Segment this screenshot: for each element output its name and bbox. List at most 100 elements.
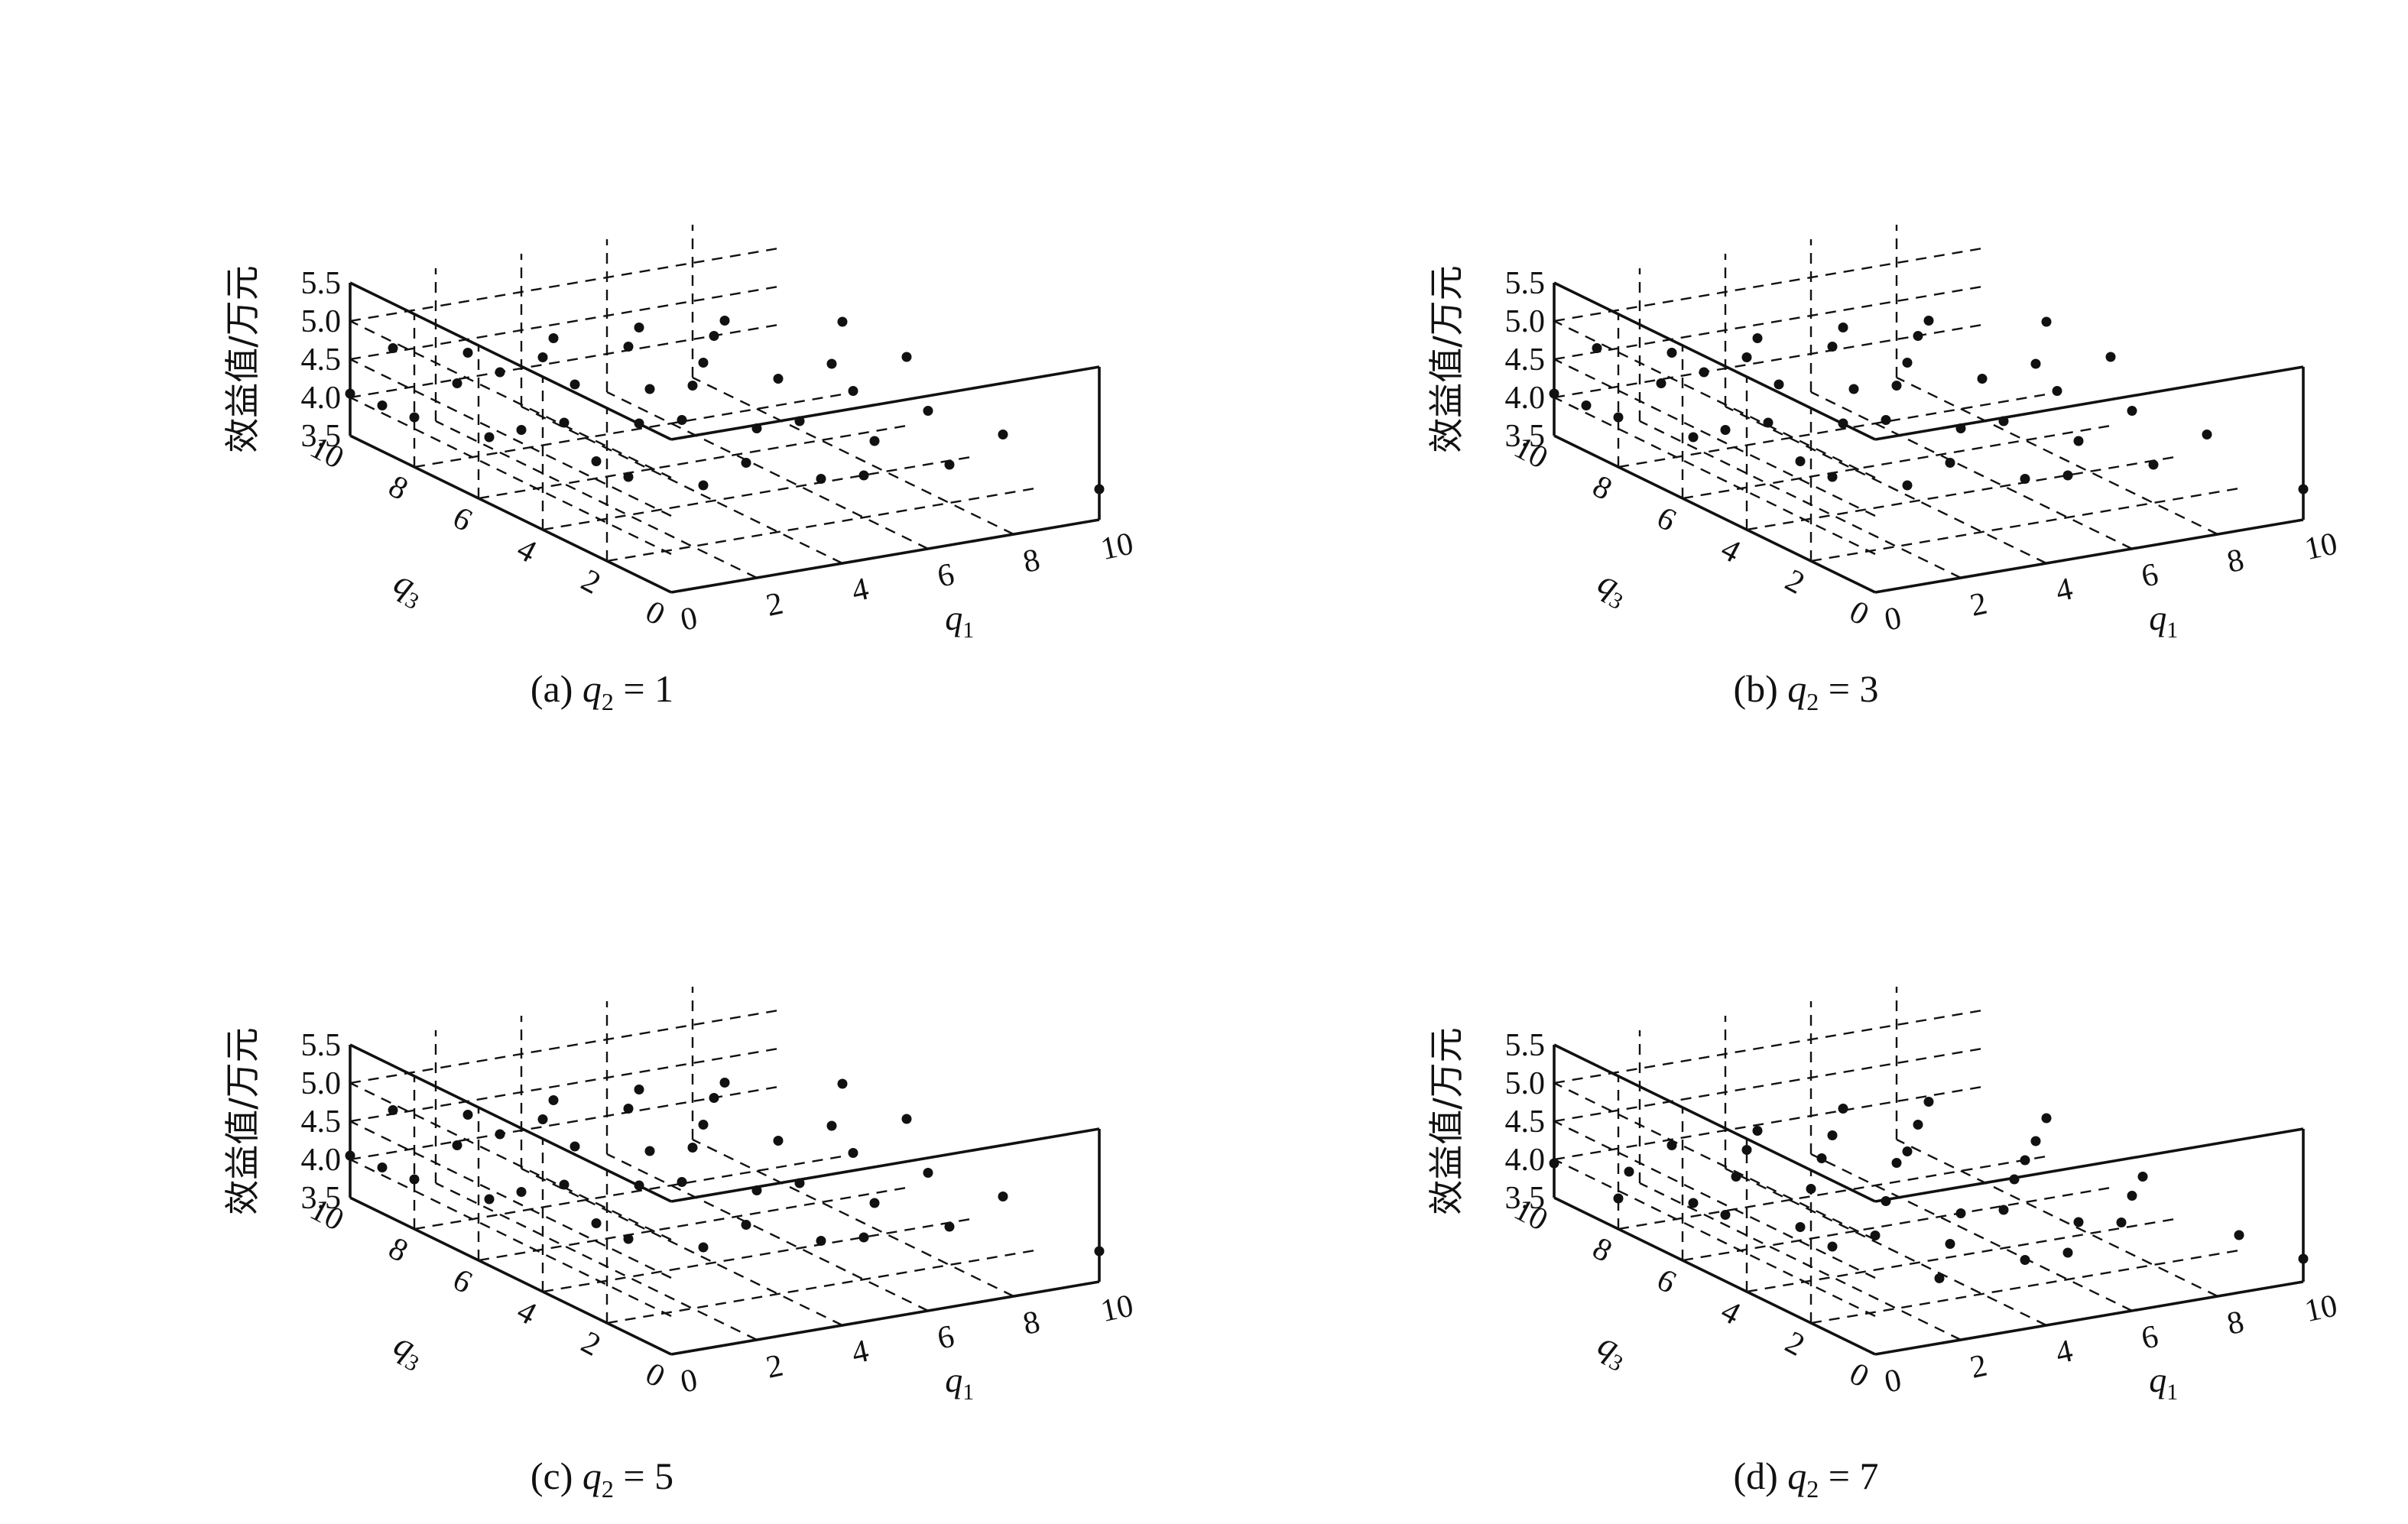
x-tick-label: 0 — [677, 601, 700, 638]
data-point — [698, 1242, 709, 1253]
data-point — [794, 416, 805, 426]
grid-line-floor-x — [1896, 1138, 2218, 1298]
data-point — [559, 1179, 570, 1190]
grid-line-left-z — [349, 319, 672, 479]
data-point — [1881, 1196, 1891, 1206]
data-point — [826, 358, 837, 369]
data-point — [709, 1093, 719, 1103]
caption-d: (d) q2 = 7 — [1204, 1454, 2408, 1503]
data-point — [901, 352, 912, 362]
data-point — [1741, 352, 1752, 362]
data-point — [1827, 1130, 1838, 1140]
z-tick-label: 3.5 — [1505, 419, 1546, 454]
z-tick-label: 4.5 — [1505, 1104, 1546, 1140]
data-point — [623, 1104, 634, 1114]
top-edge-left — [349, 1043, 672, 1203]
panel-b: 5.5 5.0 4.5 4.0 3.5 0 2 4 6 8 10 10 8 6 4 2 0 q1 q3 效益值/万元 … — [1204, 0, 2408, 762]
x-tick-label: 8 — [2224, 543, 2247, 580]
y-tick-label: 6 — [1651, 500, 1682, 538]
grid-line-floor-y — [606, 1249, 1036, 1325]
data-point — [1688, 432, 1699, 443]
x-tick-label: 2 — [1967, 586, 1990, 624]
caption-var: q — [582, 1454, 602, 1497]
z-tick-label: 4.5 — [301, 342, 342, 378]
data-point — [377, 400, 388, 410]
data-point — [1827, 1241, 1838, 1252]
caption-sub: 2 — [1806, 688, 1819, 715]
data-point — [1666, 348, 1677, 358]
data-point — [1549, 1158, 1559, 1169]
data-point — [2298, 1253, 2309, 1264]
data-point — [591, 1218, 602, 1228]
data-point — [1763, 417, 1774, 428]
data-point — [388, 1105, 398, 1115]
caption-eq: = 3 — [1828, 667, 1879, 710]
y-tick-label: 0 — [640, 1356, 670, 1394]
caption-prefix: (d) — [1733, 1454, 1778, 1497]
z-tick-label: 4.0 — [1505, 1143, 1546, 1178]
data-point — [2137, 1172, 2148, 1182]
data-point — [1923, 316, 1934, 326]
data-point — [2030, 1136, 2041, 1146]
grid-line-floor-x — [1639, 420, 1962, 579]
x-tick-label: 0 — [1881, 1363, 1904, 1400]
caption-prefix: (c) — [530, 1454, 573, 1497]
data-point — [687, 1143, 698, 1153]
data-point — [1795, 456, 1806, 466]
grid-line-floor-x — [606, 391, 929, 550]
data-point — [923, 406, 933, 416]
x-tick-label: 6 — [934, 557, 957, 595]
data-point — [388, 343, 398, 353]
data-point — [2105, 352, 2116, 362]
data-point — [1752, 333, 1763, 343]
data-point — [591, 456, 602, 466]
y-tick-label: 8 — [383, 469, 414, 507]
grid-line-back-z — [1553, 285, 1983, 361]
z-tick-label: 4.5 — [1505, 342, 1546, 378]
data-point — [773, 374, 784, 384]
data-point — [944, 459, 955, 470]
data-point — [2020, 1155, 2030, 1166]
data-point — [1998, 1205, 2009, 1215]
y-tick-label: 0 — [1844, 1356, 1874, 1394]
y-tick-label: 6 — [1651, 1262, 1682, 1300]
x-axis-line — [1874, 1280, 2304, 1356]
x-axis-line — [670, 518, 1100, 594]
data-point — [634, 1085, 644, 1094]
data-point — [2127, 406, 2137, 416]
x-tick-label: 10 — [1098, 526, 1137, 567]
data-point — [2298, 484, 2309, 494]
y-tick-label: 0 — [1844, 594, 1874, 632]
y-tick-label: 6 — [447, 500, 478, 538]
data-point — [698, 480, 709, 491]
data-point — [2041, 316, 2052, 327]
z-tick-label: 4.0 — [301, 1143, 342, 1178]
y-axis-label-sub: 3 — [401, 1349, 424, 1376]
data-point — [1592, 343, 1602, 353]
x-tick-label: 6 — [2138, 557, 2161, 595]
data-point — [2052, 386, 2062, 396]
data-point — [462, 348, 473, 358]
data-point — [794, 1178, 805, 1188]
grid-line-floor-x — [1810, 1153, 2133, 1312]
x-tick-label: 4 — [2053, 1334, 2075, 1371]
caption-eq: = 7 — [1828, 1454, 1879, 1497]
data-point — [816, 474, 826, 484]
data-point — [1666, 1140, 1677, 1150]
caption-sub: 2 — [1806, 1475, 1819, 1503]
grid-line-floor-y — [606, 487, 1036, 563]
grid-line-back-z — [1553, 247, 1983, 323]
caption-a: (a) q2 = 1 — [0, 666, 1204, 716]
data-point — [837, 1078, 848, 1089]
x-axis-label: q1 — [945, 1360, 974, 1405]
caption-eq: = 5 — [623, 1454, 674, 1497]
grid-line-floor-x — [1896, 376, 2218, 536]
z-tick-label: 5.5 — [301, 266, 342, 301]
grid-line-left-z — [349, 1158, 672, 1318]
data-point — [634, 1180, 644, 1191]
data-point — [495, 1129, 505, 1140]
data-point — [2062, 470, 2073, 481]
x-tick-label: 10 — [2302, 526, 2341, 567]
